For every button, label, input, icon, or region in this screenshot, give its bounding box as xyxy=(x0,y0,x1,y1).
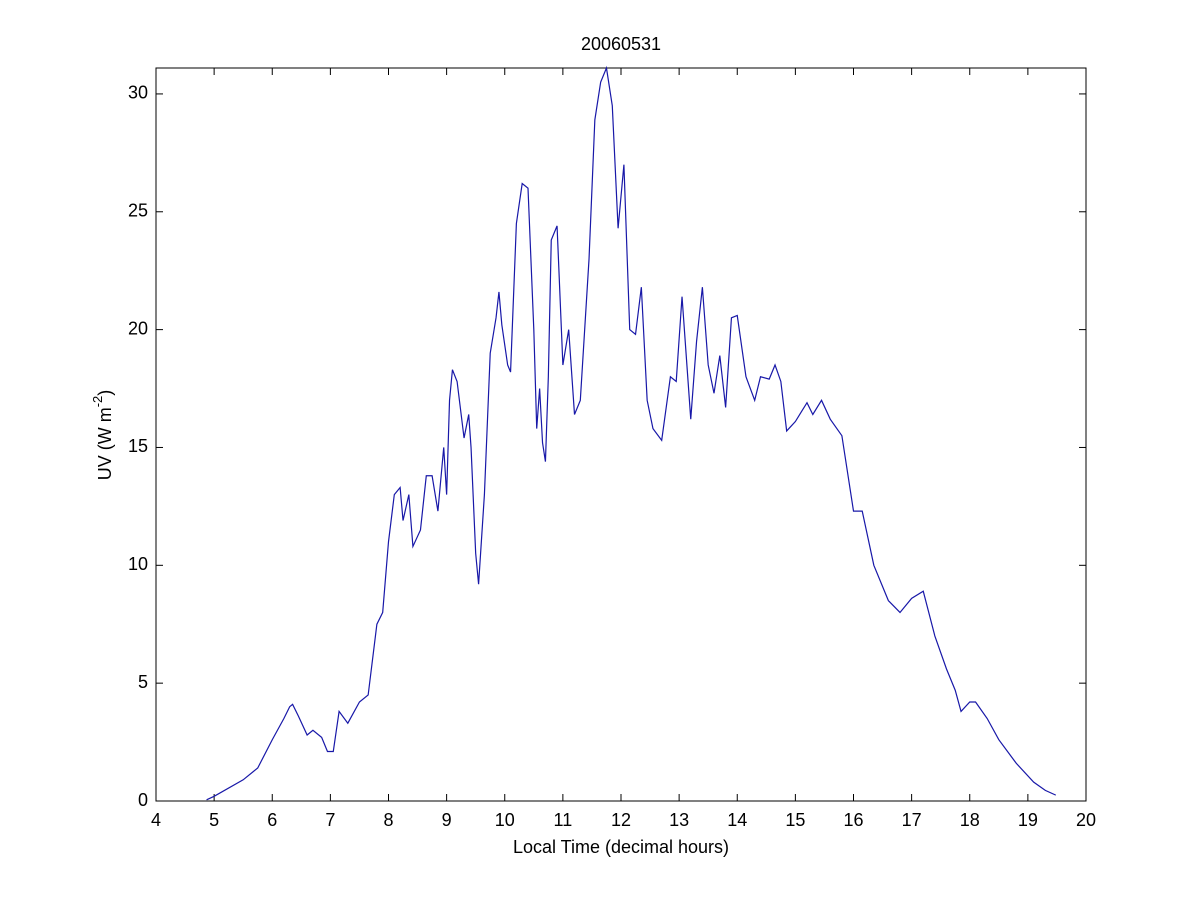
y-axis-label: UV (W m-2) xyxy=(90,390,114,481)
x-tick-label: 17 xyxy=(902,810,922,830)
x-tick-label: 15 xyxy=(785,810,805,830)
y-tick-label: 5 xyxy=(138,672,148,692)
y-tick-label: 25 xyxy=(128,201,148,221)
x-tick-label: 9 xyxy=(442,810,452,830)
y-label-sup: -2 xyxy=(90,396,105,408)
y-tick-label: 15 xyxy=(128,436,148,456)
y-label-tail: ) xyxy=(95,390,115,396)
x-tick-label: 4 xyxy=(151,810,161,830)
x-tick-label: 18 xyxy=(960,810,980,830)
x-tick-label: 16 xyxy=(843,810,863,830)
x-tick-label: 10 xyxy=(495,810,515,830)
plot-frame xyxy=(155,67,1087,802)
y-tick-label: 20 xyxy=(128,318,148,338)
y-tick-label: 10 xyxy=(128,554,148,574)
x-tick-label: 7 xyxy=(325,810,335,830)
data-line xyxy=(206,65,1057,801)
x-tick-label: 6 xyxy=(267,810,277,830)
x-tick-label: 8 xyxy=(383,810,393,830)
x-tick-label: 13 xyxy=(669,810,689,830)
x-axis-label: Local Time (decimal hours) xyxy=(513,837,729,857)
chart-title: 20060531 xyxy=(581,34,661,54)
x-tick-label: 5 xyxy=(209,810,219,830)
y-tick-label: 30 xyxy=(128,83,148,103)
x-tick-label: 14 xyxy=(727,810,747,830)
x-tick-label: 12 xyxy=(611,810,631,830)
x-tick-label: 19 xyxy=(1018,810,1038,830)
y-tick-label: 0 xyxy=(138,790,148,810)
x-tick-label: 20 xyxy=(1076,810,1096,830)
x-tick-label: 11 xyxy=(554,810,573,830)
y-label-text: UV (W m xyxy=(95,407,115,480)
